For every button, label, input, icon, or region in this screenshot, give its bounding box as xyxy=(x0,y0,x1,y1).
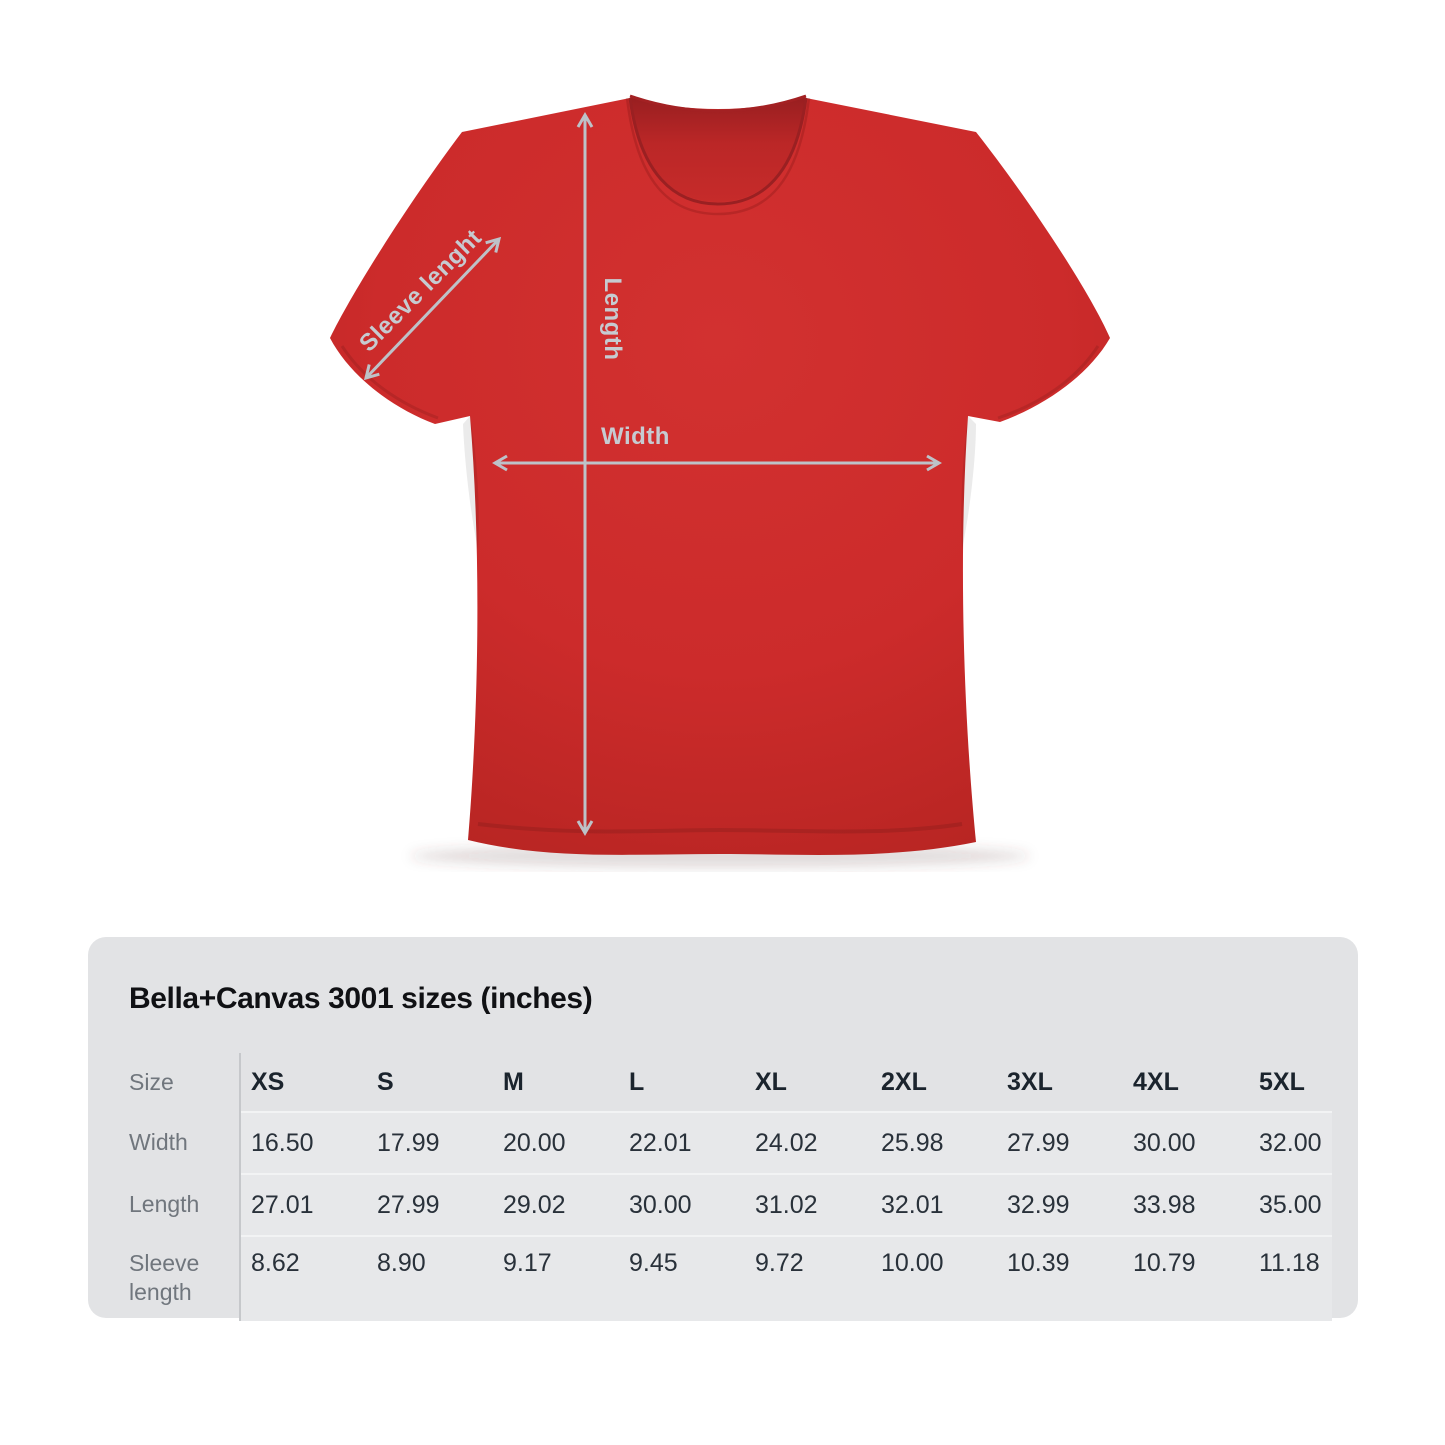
size-value: 27.99 xyxy=(367,1173,493,1235)
tshirt-illustration xyxy=(330,94,1110,868)
size-chart-card: Bella+Canvas 3001 sizes (inches) Size XS… xyxy=(88,937,1358,1321)
size-value: 8.90 xyxy=(367,1235,493,1321)
size-value: 27.99 xyxy=(997,1111,1123,1173)
size-chart-table: Size XS S M L XL 2XL 3XL 4XL 5XL Width 16.50 17.99… xyxy=(129,1053,1332,1321)
size-value: 35.00 xyxy=(1249,1173,1332,1235)
size-value: 27.01 xyxy=(241,1173,367,1235)
size-value: 9.45 xyxy=(619,1235,745,1321)
collar-outer-seam xyxy=(625,97,811,216)
column-header-xs: XS xyxy=(251,1067,285,1096)
length-label: Length xyxy=(599,277,626,361)
size-value: 22.01 xyxy=(619,1111,745,1173)
shirt-body xyxy=(330,98,1110,855)
column-header-s: S xyxy=(377,1067,394,1096)
column-header-xl: XL xyxy=(755,1067,787,1096)
column-header-l: L xyxy=(629,1067,645,1096)
size-chart-title: Bella+Canvas 3001 sizes (inches) xyxy=(129,982,593,1015)
size-value: 10.00 xyxy=(871,1235,997,1321)
size-value: 20.00 xyxy=(493,1111,619,1173)
neck-opening xyxy=(630,96,806,202)
size-value: 16.50 xyxy=(241,1111,367,1173)
size-value: 29.02 xyxy=(493,1173,619,1235)
size-value: 8.62 xyxy=(241,1235,367,1321)
row-label: Length xyxy=(129,1173,241,1235)
size-value: 10.79 xyxy=(1123,1235,1249,1321)
size-value: 30.00 xyxy=(1123,1111,1249,1173)
table-row: Width 16.50 17.99 20.00 22.01 24.02 25.98 27.99… xyxy=(129,1111,1332,1173)
row-label: Sleeve length xyxy=(129,1235,241,1321)
column-header-3xl: 3XL xyxy=(1007,1067,1053,1096)
tshirt-graphic xyxy=(328,80,1112,872)
size-value: 33.98 xyxy=(1123,1173,1249,1235)
size-value: 9.72 xyxy=(745,1235,871,1321)
size-value: 32.01 xyxy=(871,1173,997,1235)
size-value: 11.18 xyxy=(1249,1235,1332,1321)
size-value: 24.02 xyxy=(745,1111,871,1173)
collar-inner-edge xyxy=(628,97,808,206)
size-value: 32.99 xyxy=(997,1173,1123,1235)
left-cuff-seam xyxy=(340,345,439,420)
size-chart-header-row: Size XS S M L XL 2XL 3XL 4XL 5XL xyxy=(129,1053,1332,1111)
column-header-4xl: 4XL xyxy=(1133,1067,1179,1096)
hem-seam xyxy=(477,822,963,834)
size-value: 17.99 xyxy=(367,1111,493,1173)
left-armpit-shadow xyxy=(463,416,479,550)
size-value: 31.02 xyxy=(745,1173,871,1235)
size-value: 32.00 xyxy=(1249,1111,1332,1173)
size-value: 30.00 xyxy=(619,1173,745,1235)
size-value: 25.98 xyxy=(871,1111,997,1173)
table-row: Length 27.01 27.99 29.02 30.00 31.02 32.01 32.9… xyxy=(129,1173,1332,1235)
row-label: Width xyxy=(129,1111,241,1173)
size-corner-label: Size xyxy=(129,1053,241,1111)
size-value: 10.39 xyxy=(997,1235,1123,1321)
width-label: Width xyxy=(601,423,670,450)
column-header-5xl: 5XL xyxy=(1259,1067,1305,1096)
column-header-m: M xyxy=(503,1067,524,1096)
table-row: Sleeve length 8.62 8.90 9.17 9.45 9.72 10.00 10… xyxy=(129,1235,1332,1321)
size-value: 9.17 xyxy=(493,1235,619,1321)
right-cuff-seam xyxy=(997,345,1100,420)
back-collar-seam xyxy=(629,94,807,113)
right-armpit-shadow xyxy=(961,416,976,550)
column-header-2xl: 2XL xyxy=(881,1067,927,1096)
